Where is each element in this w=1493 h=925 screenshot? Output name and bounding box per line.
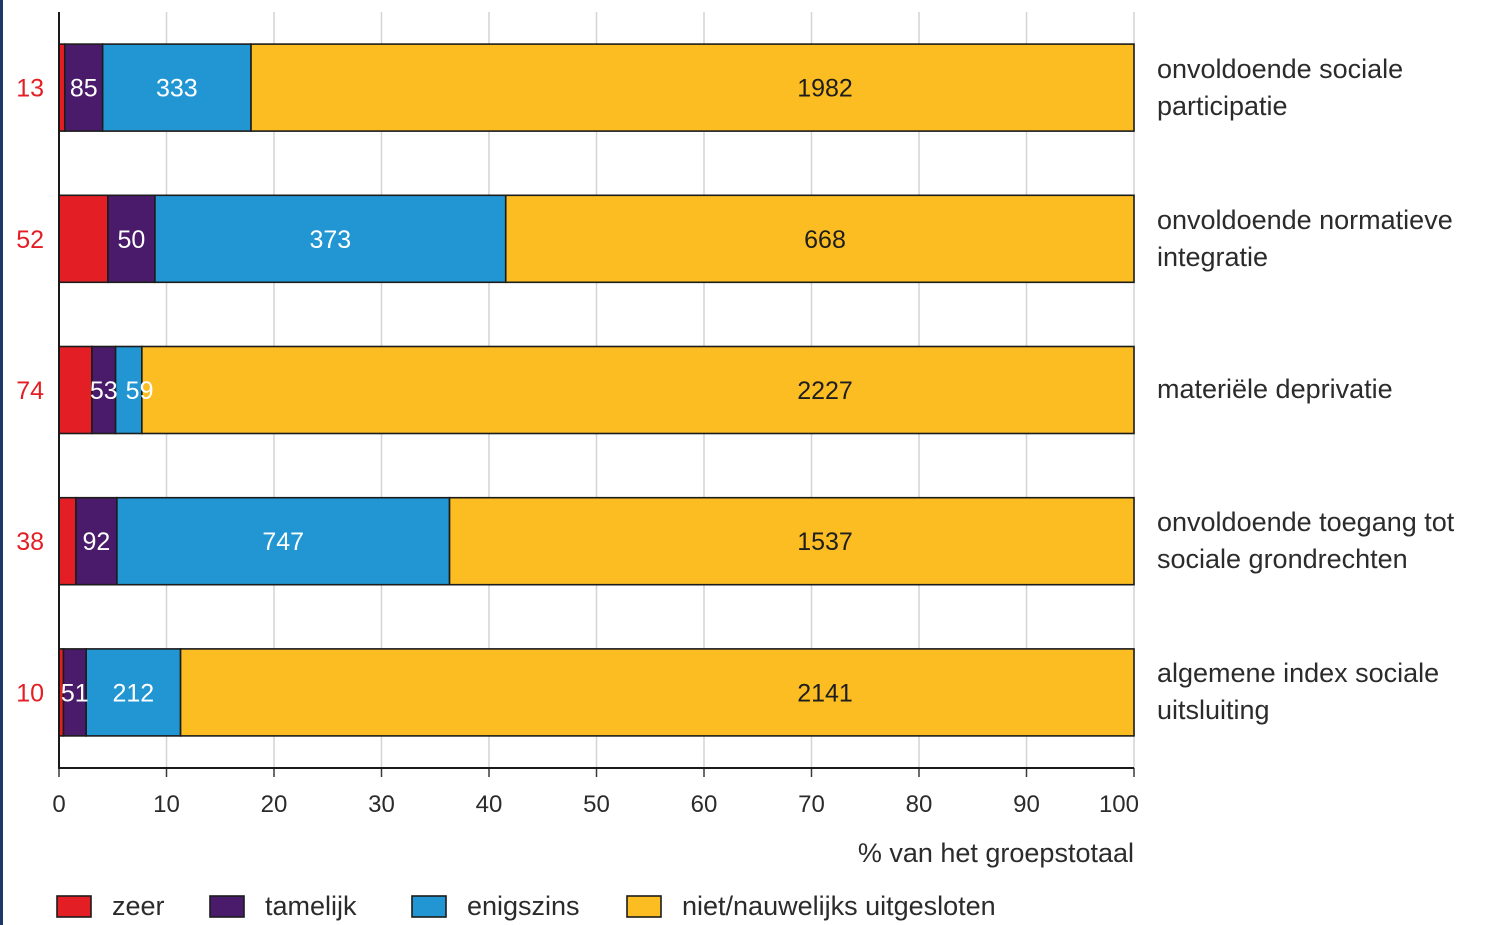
- legend-swatch-enigszins: [411, 895, 447, 918]
- value-label-enigszins-3: 59: [126, 377, 154, 405]
- bar-niet-nauwelijks-uitgesloten-3: [141, 345, 1135, 435]
- value-labels: 13 85 333 1982 52 50 373 668 74 53 59 2227 38 92 747 15…: [16, 75, 853, 708]
- x-tick-label-60: 60: [691, 791, 718, 818]
- bar-zeer-3: [58, 345, 93, 435]
- value-label-enigszins-1: 333: [156, 75, 198, 103]
- value-label-enigszins-4: 747: [262, 528, 304, 556]
- legend-label-zeer: zeer: [112, 891, 165, 921]
- bar-tamelijk-2: [107, 194, 156, 284]
- legend-swatch-zeer: [56, 895, 92, 918]
- x-tick-label-50: 50: [583, 791, 610, 818]
- bar-niet-nauwelijks-uitgesloten-5: [179, 648, 1135, 737]
- value-label-niet-nauwelijks-uitgesloten-1: 1982: [797, 75, 853, 103]
- value-label-niet-nauwelijks-uitgesloten-4: 1537: [797, 528, 853, 556]
- x-axis-label: % van het groepstotaal: [858, 838, 1134, 868]
- bar-niet-nauwelijks-uitgesloten-2: [504, 194, 1135, 284]
- legend-swatch-tamelijk: [209, 895, 245, 918]
- x-tick-label-10: 10: [153, 791, 180, 818]
- legend: zeer tamelijk enigszins niet/nauwelijks uit…: [56, 891, 996, 921]
- x-tick-label-80: 80: [906, 791, 933, 818]
- bar-tamelijk-1: [63, 43, 104, 132]
- bar-zeer-4: [58, 496, 77, 586]
- bar-enigszins-4: [116, 496, 451, 586]
- bar-niet-nauwelijks-uitgesloten-4: [448, 496, 1135, 586]
- bar-enigszins-1: [101, 43, 252, 132]
- axes: [58, 12, 1134, 769]
- value-label-zeer-2: 52: [16, 226, 44, 254]
- x-tick-label-20: 20: [261, 791, 288, 818]
- bars: [58, 43, 1135, 737]
- x-tick-label-0: 0: [52, 791, 65, 818]
- x-tick-label-70: 70: [798, 791, 825, 818]
- x-tick-label-90: 90: [1013, 791, 1040, 818]
- value-label-tamelijk-4: 92: [83, 528, 111, 556]
- bar-enigszins-2: [154, 194, 507, 284]
- value-label-tamelijk-2: 50: [118, 226, 146, 254]
- value-label-tamelijk-1: 85: [70, 75, 98, 103]
- value-label-enigszins-5: 212: [113, 679, 155, 707]
- bar-tamelijk-4: [75, 496, 118, 586]
- x-tick-label-30: 30: [368, 791, 395, 818]
- value-label-niet-nauwelijks-uitgesloten-3: 2227: [797, 377, 853, 405]
- value-label-niet-nauwelijks-uitgesloten-5: 2141: [797, 679, 853, 707]
- legend-label-tamelijk: tamelijk: [265, 891, 357, 921]
- value-label-zeer-5: 10: [16, 679, 44, 707]
- value-label-niet-nauwelijks-uitgesloten-2: 668: [804, 226, 846, 254]
- legend-label-enigszins: enigszins: [467, 891, 580, 921]
- value-label-enigszins-2: 373: [309, 226, 351, 254]
- value-label-zeer-4: 38: [16, 528, 44, 556]
- left-border: [0, 0, 3, 925]
- x-tick-label-100: 100: [1099, 791, 1139, 818]
- bar-niet-nauwelijks-uitgesloten-1: [250, 43, 1135, 132]
- bar-zeer-2: [58, 194, 109, 284]
- value-label-zeer-3: 74: [16, 377, 44, 405]
- legend-swatch-niet-nauwelijks-uitgesloten: [626, 895, 662, 918]
- legend-label-niet-nauwelijks-uitgesloten: niet/nauwelijks uitgesloten: [682, 891, 996, 921]
- value-label-zeer-1: 13: [16, 75, 44, 103]
- value-label-tamelijk-5: 51: [61, 679, 89, 707]
- x-tick-labels: 0 10 20 30 40 50 60 70 80 90 100: [52, 791, 1139, 818]
- x-tick-label-40: 40: [476, 791, 503, 818]
- value-label-tamelijk-3: 53: [90, 377, 118, 405]
